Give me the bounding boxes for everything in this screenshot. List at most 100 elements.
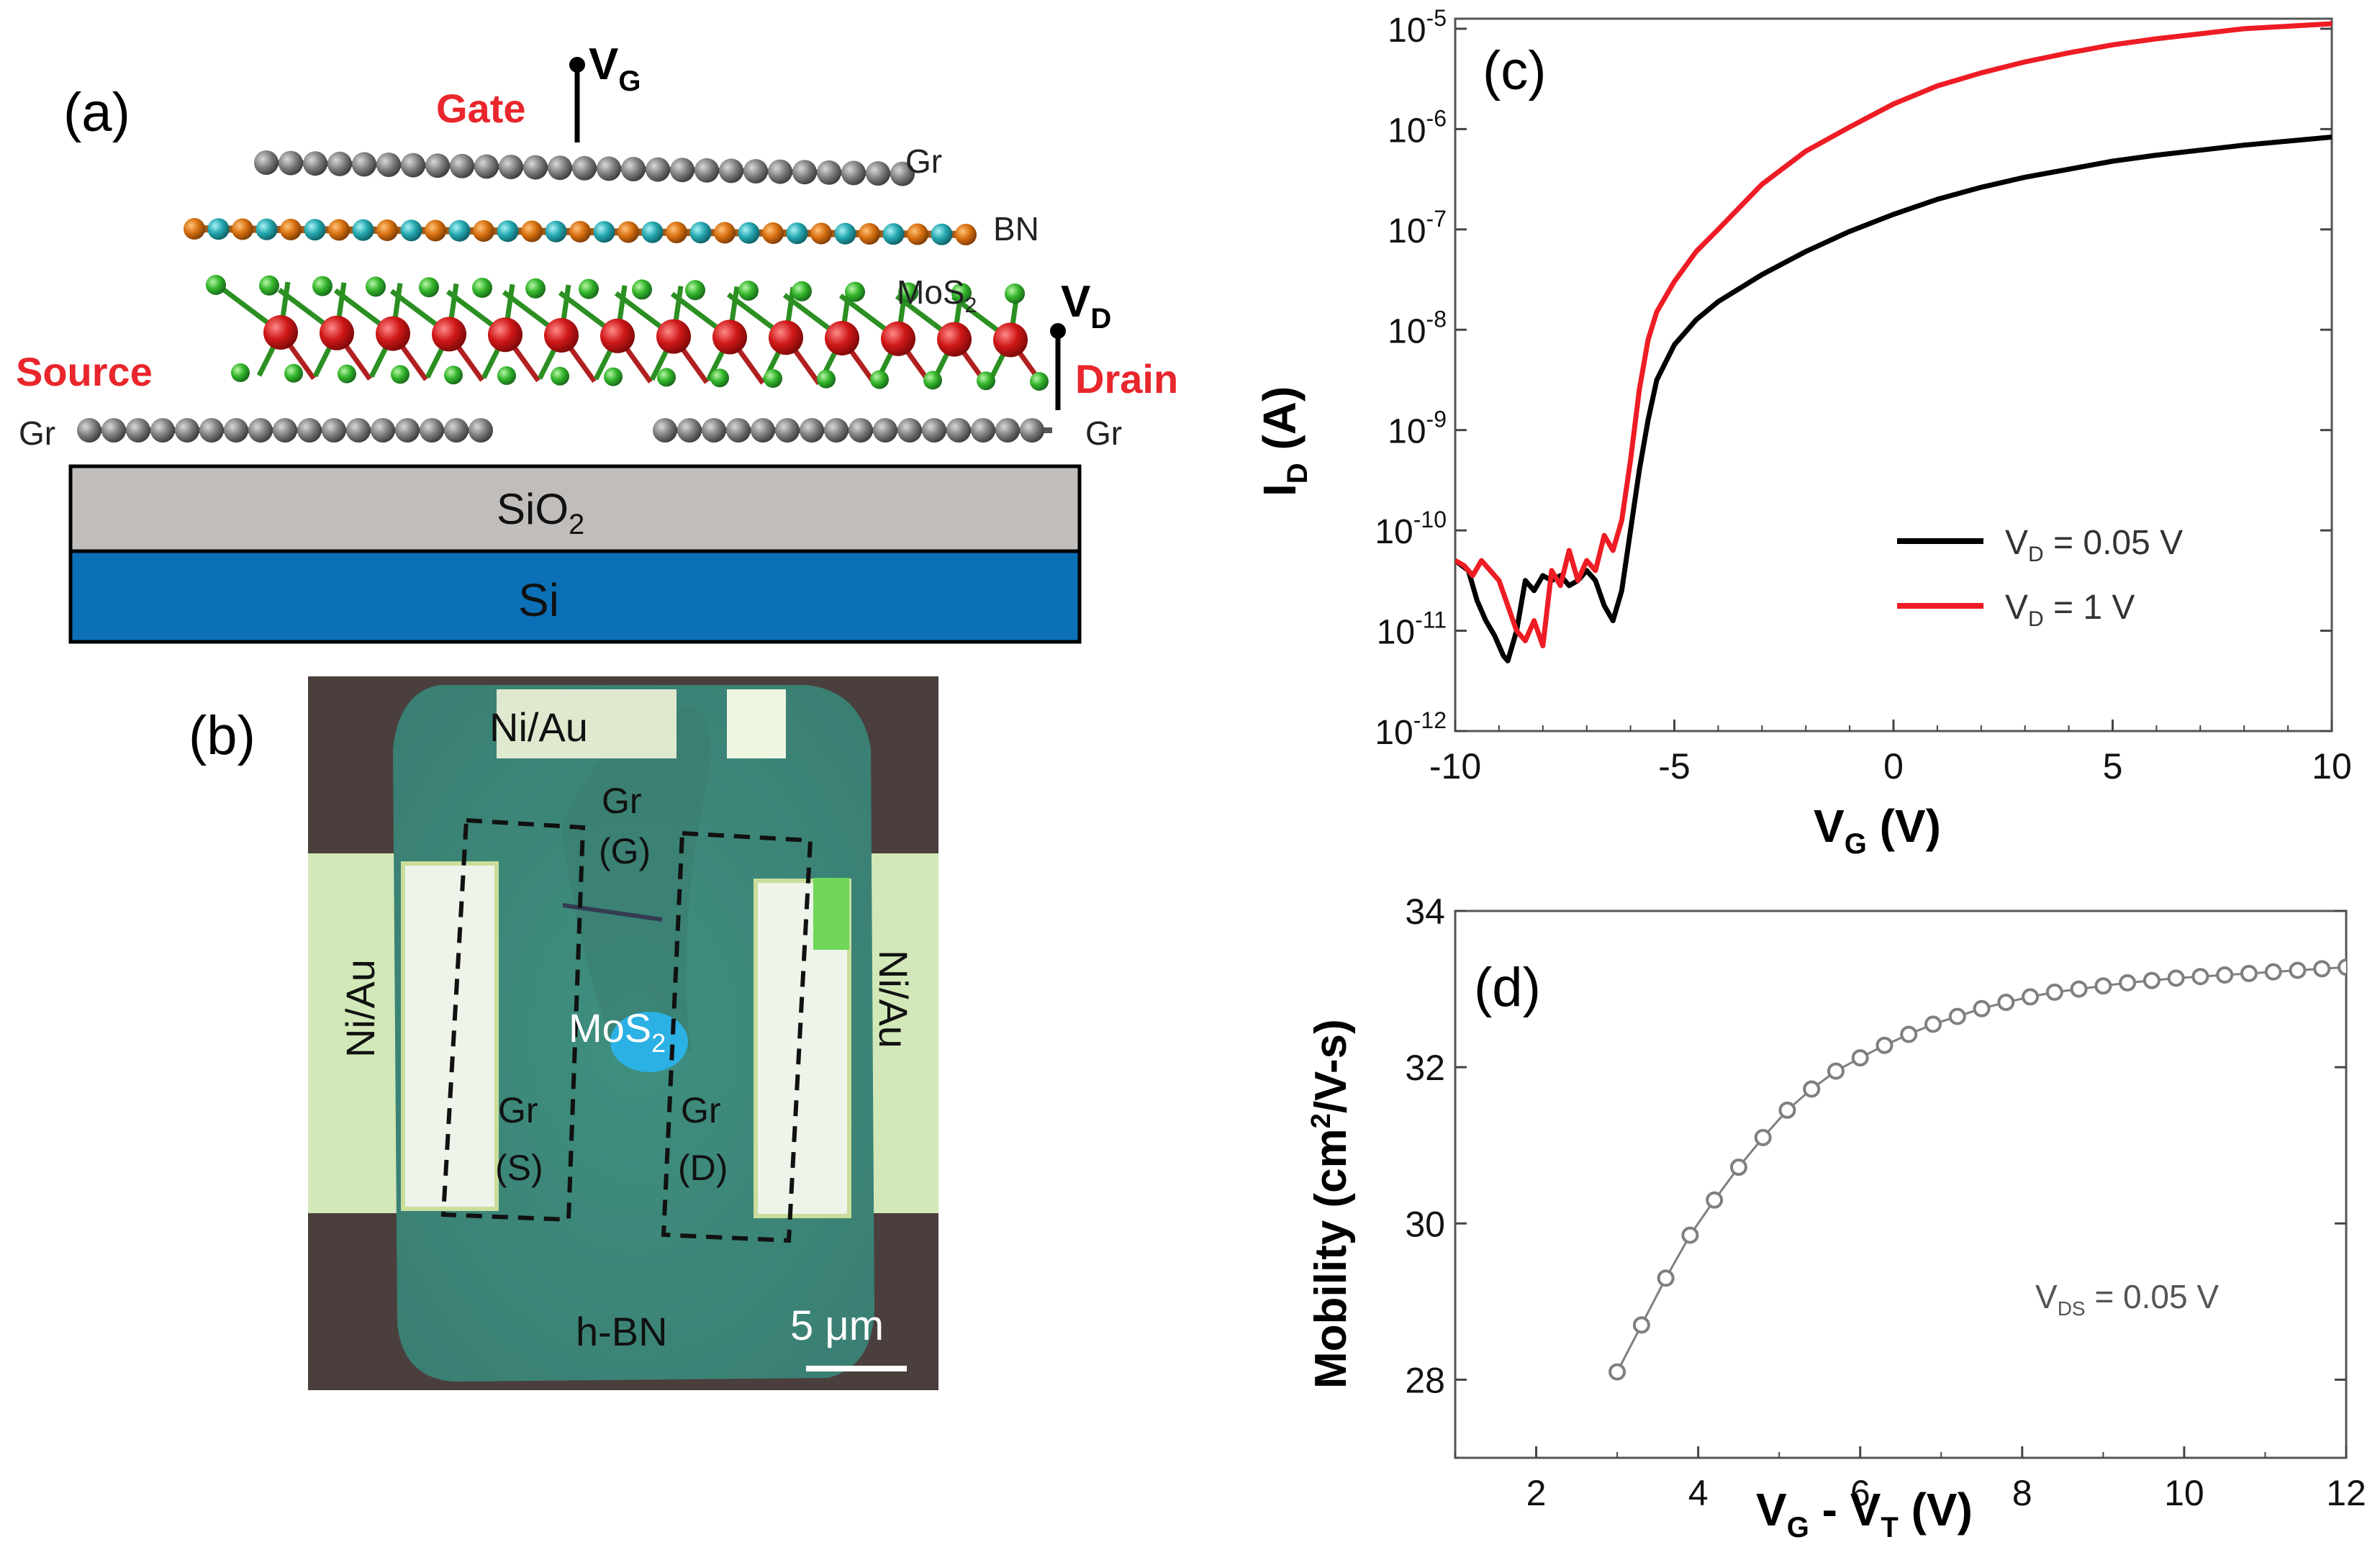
gr-right-label: Gr: [1085, 414, 1122, 452]
chart-d-point: [1778, 1101, 1796, 1119]
carbon-atom: [873, 418, 897, 443]
chart-d-ytick-label: 34: [1405, 892, 1445, 932]
nitrogen-atom: [931, 223, 953, 245]
carbon-atom: [817, 160, 841, 185]
carbon-atom: [474, 154, 499, 179]
niau-pad-top: [497, 689, 677, 758]
gr-d-label-1: Gr: [681, 1090, 721, 1130]
niau-right-label: Ni/Au: [871, 950, 916, 1048]
chart-d-point: [1997, 994, 2015, 1012]
carbon-atom: [224, 418, 248, 443]
carbon-atom: [352, 152, 376, 177]
vd-label: VD: [1061, 277, 1111, 335]
niau-pad-top-right: [727, 689, 786, 758]
boron-atom: [907, 223, 928, 245]
carbon-atom: [248, 418, 273, 443]
chart-c-frame: [1454, 17, 2333, 733]
boron-atom: [521, 220, 543, 242]
chart-d-point: [1657, 1269, 1675, 1287]
nitrogen-atom: [882, 223, 905, 245]
chart-d-point: [1827, 1062, 1845, 1080]
chart-d-point: [2240, 964, 2258, 982]
vg-label: VG: [589, 40, 641, 97]
chart-c-xtick-label: 10: [2312, 746, 2352, 786]
mos2-micro-label: MoS2: [569, 1005, 666, 1058]
chart-c-xtick-label: -5: [1658, 746, 1690, 786]
panel-c: -10 -5 0 5 10 10-1210-1110-1010-910-810-710-…: [1254, 5, 2352, 860]
chart-d-xticks: 2 4 6 8 10 12: [1454, 1446, 2366, 1513]
nitrogen-atom: [400, 219, 422, 242]
carbon-atom: [420, 418, 444, 443]
chart-d-yticks: 28 30 32 34: [1405, 892, 2346, 1400]
carbon-atom: [346, 418, 371, 443]
molybdenum-atom: [544, 318, 579, 353]
carbon-atom: [677, 418, 702, 443]
carbon-atom: [646, 157, 670, 182]
boron-atom: [425, 219, 446, 242]
sulfur-atom: [685, 280, 705, 301]
sulfur-atom: [738, 281, 759, 301]
boron-atom: [955, 224, 977, 245]
chart-d-point: [2264, 963, 2282, 981]
sulfur-atom: [632, 279, 652, 300]
chart-d-point: [2143, 971, 2160, 989]
carbon-atom: [395, 418, 420, 443]
chart-c-ytick-label: 10-7: [1388, 206, 1447, 250]
sulfur-atom: [419, 277, 439, 298]
carbon-atom: [126, 418, 150, 443]
boron-atom: [328, 219, 350, 241]
carbon-atom: [719, 158, 743, 183]
chart-d-point: [1876, 1036, 1893, 1054]
legend-text-vd-1: VD = 1 V: [2005, 589, 2135, 631]
sulfur-atom: [1005, 284, 1025, 304]
boron-atom: [376, 219, 398, 241]
chart-d-point: [1851, 1049, 1869, 1067]
sulfur-atom: [472, 278, 492, 298]
chart-c-xtick-label: -10: [1429, 746, 1481, 786]
chart-d-xtick-label: 4: [1688, 1473, 1709, 1513]
sulfur-atom: [391, 365, 410, 384]
sulfur-atom: [977, 371, 995, 391]
mos2-label: MoS2: [897, 273, 977, 317]
gr-s-label-1: Gr: [498, 1090, 538, 1130]
chart-d-frame: [1454, 910, 2348, 1459]
chart-c-series: [1455, 21, 2332, 663]
carbon-atom: [425, 153, 450, 178]
niau-pad-right-accent: [813, 878, 849, 950]
gr-top-label: Gr: [905, 142, 942, 180]
sulfur-atom: [366, 276, 386, 297]
legend-text-vd-005: VD = 0.05 V: [2005, 524, 2183, 566]
panel-b: (b) Ni/Au Ni/Au Ni/Au Gr (G) Gr (S) Gr (…: [189, 676, 938, 1390]
sulfur-atom: [923, 371, 942, 390]
sulfur-atom: [497, 366, 516, 385]
nitrogen-atom: [786, 222, 808, 245]
panel-c-label: (c): [1483, 40, 1547, 101]
sulfur-atom: [338, 364, 356, 384]
chart-c-ytick-label: 10-12: [1375, 707, 1447, 752]
carbon-atom: [897, 418, 922, 443]
panel-b-label: (b): [189, 705, 255, 766]
sio2-block: [68, 464, 1082, 553]
sulfur-atom: [710, 368, 729, 388]
carbon-atom: [273, 418, 297, 443]
chart-c-ytick-label: 10-11: [1377, 607, 1447, 652]
sio2-label: SiO2: [497, 485, 584, 540]
nitrogen-atom: [304, 219, 326, 241]
nitrogen-atom: [738, 222, 760, 244]
chart-d-point: [1948, 1007, 1966, 1025]
drain-label: Drain: [1075, 356, 1178, 402]
carbon-atom: [841, 160, 866, 186]
sulfur-atom: [525, 278, 546, 299]
molybdenum-atom: [769, 320, 803, 355]
chart-c-ytick-label: 10-10: [1375, 507, 1447, 551]
chart-d-xtick-label: 8: [2012, 1473, 2032, 1513]
sulfur-atom: [579, 278, 599, 299]
carbon-atom: [297, 418, 322, 443]
sulfur-atom: [231, 363, 250, 382]
carbon-atom: [322, 418, 346, 443]
sulfur-atom: [312, 276, 332, 296]
sulfur-atom: [764, 369, 782, 388]
molybdenum-atom: [881, 321, 915, 356]
nitrogen-atom: [207, 218, 230, 240]
